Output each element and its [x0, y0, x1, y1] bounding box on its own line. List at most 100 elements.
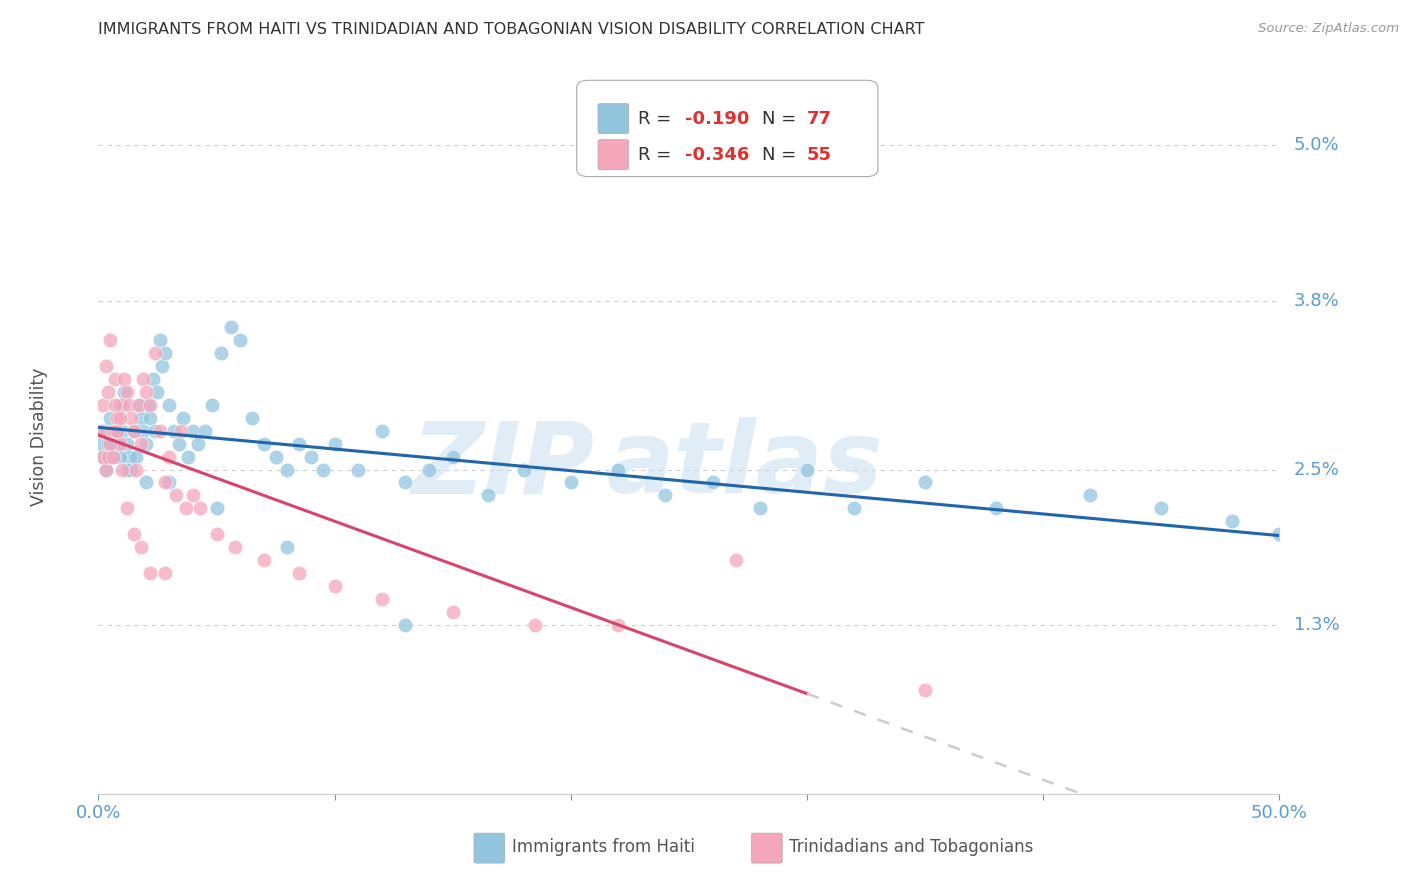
Text: ZIP: ZIP [412, 417, 595, 514]
Point [108, 410, 131, 425]
Point [748, 501, 770, 516]
Point [914, 683, 936, 698]
Point [844, 501, 866, 516]
Text: Immigrants from Haiti: Immigrants from Haiti [512, 838, 695, 856]
Point [253, 553, 276, 567]
Text: R =: R = [638, 110, 678, 128]
Point [150, 359, 173, 373]
Point [139, 410, 162, 425]
Point [121, 462, 143, 476]
Text: -0.346: -0.346 [685, 145, 749, 164]
Point [607, 462, 630, 476]
Point [97, 436, 120, 450]
Text: 1.3%: 1.3% [1294, 616, 1340, 634]
Point [157, 398, 180, 412]
Point [477, 488, 499, 502]
Point [91, 398, 114, 412]
Point [524, 618, 547, 632]
Point [394, 618, 416, 632]
Point [181, 424, 204, 438]
Point [97, 450, 120, 464]
Point [94, 462, 117, 476]
Point [157, 450, 180, 464]
Point [94, 424, 117, 438]
Point [139, 566, 162, 581]
Point [394, 475, 416, 490]
Point [135, 475, 157, 490]
Point [97, 384, 120, 399]
Point [105, 424, 128, 438]
Point [111, 462, 134, 476]
Point [796, 462, 818, 476]
Point [288, 436, 311, 450]
Text: 3.8%: 3.8% [1294, 292, 1340, 310]
Point [129, 541, 152, 555]
Point [253, 436, 276, 450]
Point [105, 436, 128, 450]
Point [560, 475, 582, 490]
Point [149, 424, 172, 438]
Point [219, 319, 242, 334]
Point [122, 424, 145, 438]
Point [441, 605, 464, 619]
Point [90, 436, 112, 450]
Point [1080, 488, 1102, 502]
Point [101, 436, 124, 450]
Point [149, 333, 172, 347]
Point [347, 462, 370, 476]
Point [101, 450, 124, 464]
Point [121, 410, 143, 425]
Text: R =: R = [638, 145, 678, 164]
Point [122, 527, 145, 541]
Text: Vision Disability: Vision Disability [31, 368, 48, 507]
Point [143, 345, 166, 359]
Point [163, 424, 186, 438]
Text: 55: 55 [807, 145, 832, 164]
Point [371, 592, 394, 607]
Point [209, 345, 232, 359]
Point [125, 462, 148, 476]
Point [142, 372, 165, 386]
Point [115, 501, 138, 516]
Point [112, 384, 135, 399]
Point [323, 436, 346, 450]
Point [702, 475, 724, 490]
Point [167, 436, 190, 450]
Point [312, 462, 335, 476]
Point [607, 618, 630, 632]
Point [139, 398, 162, 412]
Point [165, 488, 187, 502]
Point [323, 579, 346, 593]
Point [276, 541, 298, 555]
Point [118, 450, 141, 464]
Point [914, 475, 936, 490]
Point [111, 398, 134, 412]
Point [143, 424, 166, 438]
Point [132, 372, 155, 386]
Point [128, 398, 150, 412]
Point [201, 398, 224, 412]
FancyBboxPatch shape [598, 103, 628, 134]
Point [94, 462, 117, 476]
FancyBboxPatch shape [474, 833, 505, 863]
Point [101, 450, 124, 464]
Point [441, 450, 464, 464]
Point [240, 410, 263, 425]
Point [104, 398, 127, 412]
Point [90, 424, 112, 438]
Point [181, 488, 204, 502]
Point [111, 424, 134, 438]
Point [177, 450, 200, 464]
FancyBboxPatch shape [752, 833, 782, 863]
Text: 77: 77 [807, 110, 832, 128]
Point [725, 553, 748, 567]
Text: N =: N = [762, 110, 803, 128]
Point [371, 424, 394, 438]
Point [1150, 501, 1173, 516]
FancyBboxPatch shape [598, 140, 628, 169]
Point [984, 501, 1007, 516]
Text: Source: ZipAtlas.com: Source: ZipAtlas.com [1258, 22, 1399, 36]
Point [276, 462, 298, 476]
Point [98, 333, 121, 347]
Text: atlas: atlas [606, 417, 883, 514]
